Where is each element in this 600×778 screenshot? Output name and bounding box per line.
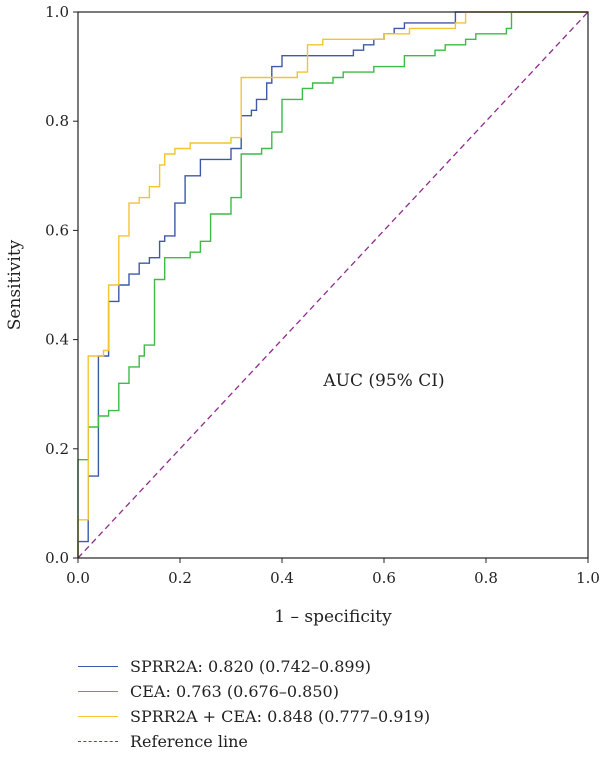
- legend-label-sprr2a: SPRR2A: 0.820 (0.742–0.899): [130, 657, 372, 676]
- y-tick-label: 0.6: [45, 221, 69, 239]
- x-tick-label: 0.8: [474, 569, 498, 587]
- x-tick-label: 0.4: [270, 569, 294, 587]
- y-tick-label: 0.0: [45, 549, 69, 567]
- legend-swatch-cea: [78, 691, 118, 692]
- legend-swatch-sprr2a: [78, 666, 118, 667]
- x-tick-label: 0.0: [66, 569, 90, 587]
- legend-item-cea: CEA: 0.763 (0.676–0.850): [78, 679, 578, 704]
- y-axis-label: Sensitivity: [5, 239, 25, 330]
- roc-chart: 0.0 0.2 0.4 0.6 0.8 1.0 0.0 0.2 0.4 0.6 0.8 1.0 1 …: [5, 3, 600, 627]
- y-tick-label: 0.8: [45, 112, 69, 130]
- plot-area: [77, 11, 589, 559]
- x-tick-label: 0.6: [372, 569, 396, 587]
- legend-label-combined: SPRR2A + CEA: 0.848 (0.777–0.919): [130, 707, 431, 726]
- series-line-1: [77, 11, 588, 558]
- x-tick-label: 1.0: [576, 569, 600, 587]
- y-tick-label: 0.2: [45, 440, 69, 458]
- series-line-2: [77, 11, 588, 558]
- legend-swatch-reference: [78, 741, 118, 742]
- legend: SPRR2A: 0.820 (0.742–0.899) CEA: 0.763 (…: [78, 654, 578, 754]
- x-axis: 0.0 0.2 0.4 0.6 0.8 1.0: [66, 558, 600, 587]
- y-axis: 0.0 0.2 0.4 0.6 0.8 1.0: [45, 3, 78, 567]
- legend-swatch-combined: [78, 716, 118, 717]
- auc-annotation: AUC (95% CI): [322, 371, 444, 391]
- y-tick-label: 1.0: [45, 3, 69, 21]
- series-line-3: [77, 11, 589, 559]
- legend-item-reference: Reference line: [78, 729, 578, 754]
- x-tick-label: 0.2: [168, 569, 192, 587]
- legend-item-combined: SPRR2A + CEA: 0.848 (0.777–0.919): [78, 704, 578, 729]
- plot-frame: [77, 11, 589, 559]
- legend-label-reference: Reference line: [130, 732, 248, 751]
- legend-item-sprr2a: SPRR2A: 0.820 (0.742–0.899): [78, 654, 578, 679]
- x-axis-label: 1 – specificity: [274, 607, 392, 627]
- legend-label-cea: CEA: 0.763 (0.676–0.850): [130, 682, 339, 701]
- y-tick-label: 0.4: [45, 331, 69, 349]
